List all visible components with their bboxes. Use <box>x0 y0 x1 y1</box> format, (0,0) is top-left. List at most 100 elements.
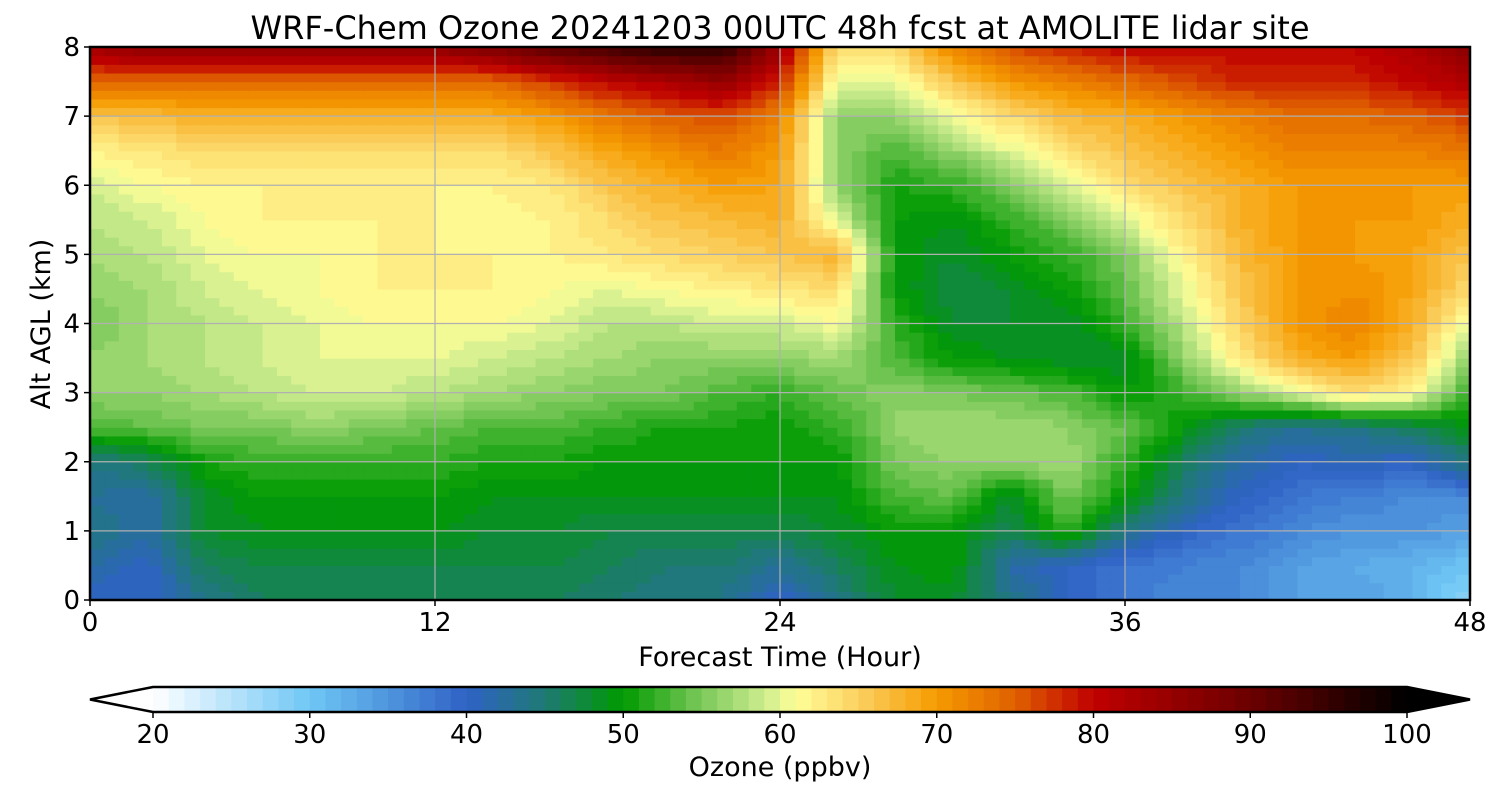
heatmap-cell <box>866 530 882 541</box>
heatmap-cell <box>1383 392 1399 402</box>
heatmap-cell <box>1383 565 1399 575</box>
heatmap-cell <box>1010 530 1025 541</box>
heatmap-cell <box>147 496 163 506</box>
heatmap-cell <box>305 245 321 255</box>
heatmap-cell <box>449 418 465 428</box>
heatmap-cell <box>391 193 407 204</box>
heatmap-cell <box>1412 375 1428 385</box>
heatmap-cell <box>981 409 997 420</box>
heatmap-cell <box>665 582 680 592</box>
heatmap-cell <box>435 530 450 541</box>
heatmap-cell <box>305 487 321 497</box>
heatmap-cell <box>621 366 637 376</box>
heatmap-cell <box>909 470 925 480</box>
heatmap-cell <box>1110 245 1126 255</box>
heatmap-cell <box>449 237 465 247</box>
heatmap-cell <box>348 565 364 575</box>
heatmap-cell <box>1096 496 1112 506</box>
heatmap-cell <box>722 530 738 541</box>
heatmap-cell <box>1024 582 1040 592</box>
heatmap-cell <box>1240 237 1255 247</box>
heatmap-cell <box>593 470 609 480</box>
heatmap-cell <box>492 358 508 368</box>
heatmap-cell <box>535 539 551 549</box>
heatmap-cell <box>1283 202 1299 212</box>
heatmap-cell <box>219 522 235 532</box>
heatmap-cell <box>1125 349 1140 359</box>
heatmap-cell <box>823 375 839 385</box>
heatmap-cell <box>1053 211 1069 221</box>
heatmap-cell <box>895 167 910 178</box>
heatmap-cell <box>621 401 637 411</box>
heatmap-cell <box>1211 306 1227 316</box>
heatmap-cell <box>420 487 436 497</box>
heatmap-cell <box>851 513 867 523</box>
heatmap-cell <box>851 340 867 351</box>
heatmap-cell <box>276 461 292 471</box>
heatmap-cell <box>550 418 565 428</box>
heatmap-cell <box>1311 150 1327 160</box>
heatmap-cell <box>923 470 939 480</box>
heatmap-cell <box>837 263 853 273</box>
heatmap-cell <box>1455 479 1470 489</box>
heatmap-cell <box>1268 271 1284 281</box>
heatmap-cell <box>1024 193 1040 204</box>
heatmap-cell <box>981 556 997 567</box>
heatmap-cell <box>1139 461 1155 471</box>
heatmap-cell <box>751 565 767 575</box>
heatmap-cell <box>391 522 407 532</box>
heatmap-cell <box>1369 271 1385 281</box>
heatmap-cell <box>938 504 954 515</box>
heatmap-cell <box>1441 522 1457 532</box>
heatmap-cell <box>291 453 307 463</box>
heatmap-cell <box>794 591 810 600</box>
heatmap-cell <box>1268 392 1284 402</box>
heatmap-cell <box>736 418 752 428</box>
heatmap-cell <box>1268 539 1284 549</box>
heatmap-cell <box>880 539 896 549</box>
heatmap-cell <box>435 314 450 325</box>
heatmap-cell <box>837 176 853 186</box>
heatmap-cell <box>1311 271 1327 281</box>
heatmap-cell <box>981 539 997 549</box>
heatmap-cell <box>1081 176 1097 186</box>
heatmap-cell <box>291 150 307 160</box>
heatmap-cell <box>320 470 335 480</box>
heatmap-cell <box>880 349 896 359</box>
heatmap-cell <box>823 306 839 316</box>
heatmap-cell <box>305 461 321 471</box>
heatmap-cell <box>1369 375 1385 385</box>
heatmap-cell <box>866 340 882 351</box>
heatmap-cell <box>1426 340 1442 351</box>
heatmap-cell <box>406 349 422 359</box>
heatmap-cell <box>923 565 939 575</box>
heatmap-cell <box>176 375 192 385</box>
heatmap-cell <box>708 202 724 212</box>
heatmap-cell <box>420 202 436 212</box>
heatmap-cell <box>751 418 767 428</box>
heatmap-cell <box>736 427 752 437</box>
heatmap-cell <box>118 297 134 307</box>
heatmap-cell <box>938 159 954 169</box>
heatmap-cell <box>1240 530 1255 541</box>
heatmap-cell <box>578 323 594 333</box>
heatmap-cell <box>780 375 795 385</box>
heatmap-cell <box>665 366 680 376</box>
heatmap-cell <box>981 496 997 506</box>
heatmap-cell <box>1053 453 1069 463</box>
heatmap-cell <box>1254 409 1270 420</box>
heatmap-cell <box>938 453 954 463</box>
heatmap-cell <box>1182 366 1198 376</box>
heatmap-cell <box>334 530 350 541</box>
heatmap-cell <box>564 556 580 567</box>
heatmap-cell <box>305 418 321 428</box>
heatmap-cell <box>233 245 249 255</box>
heatmap-cell <box>1038 323 1054 333</box>
heatmap-cell <box>909 530 925 541</box>
heatmap-cell <box>449 297 465 307</box>
heatmap-cell <box>578 487 594 497</box>
heatmap-cell <box>377 314 393 325</box>
heatmap-cell <box>248 193 264 204</box>
heatmap-cell <box>1067 219 1083 230</box>
heatmap-cell <box>794 444 810 454</box>
